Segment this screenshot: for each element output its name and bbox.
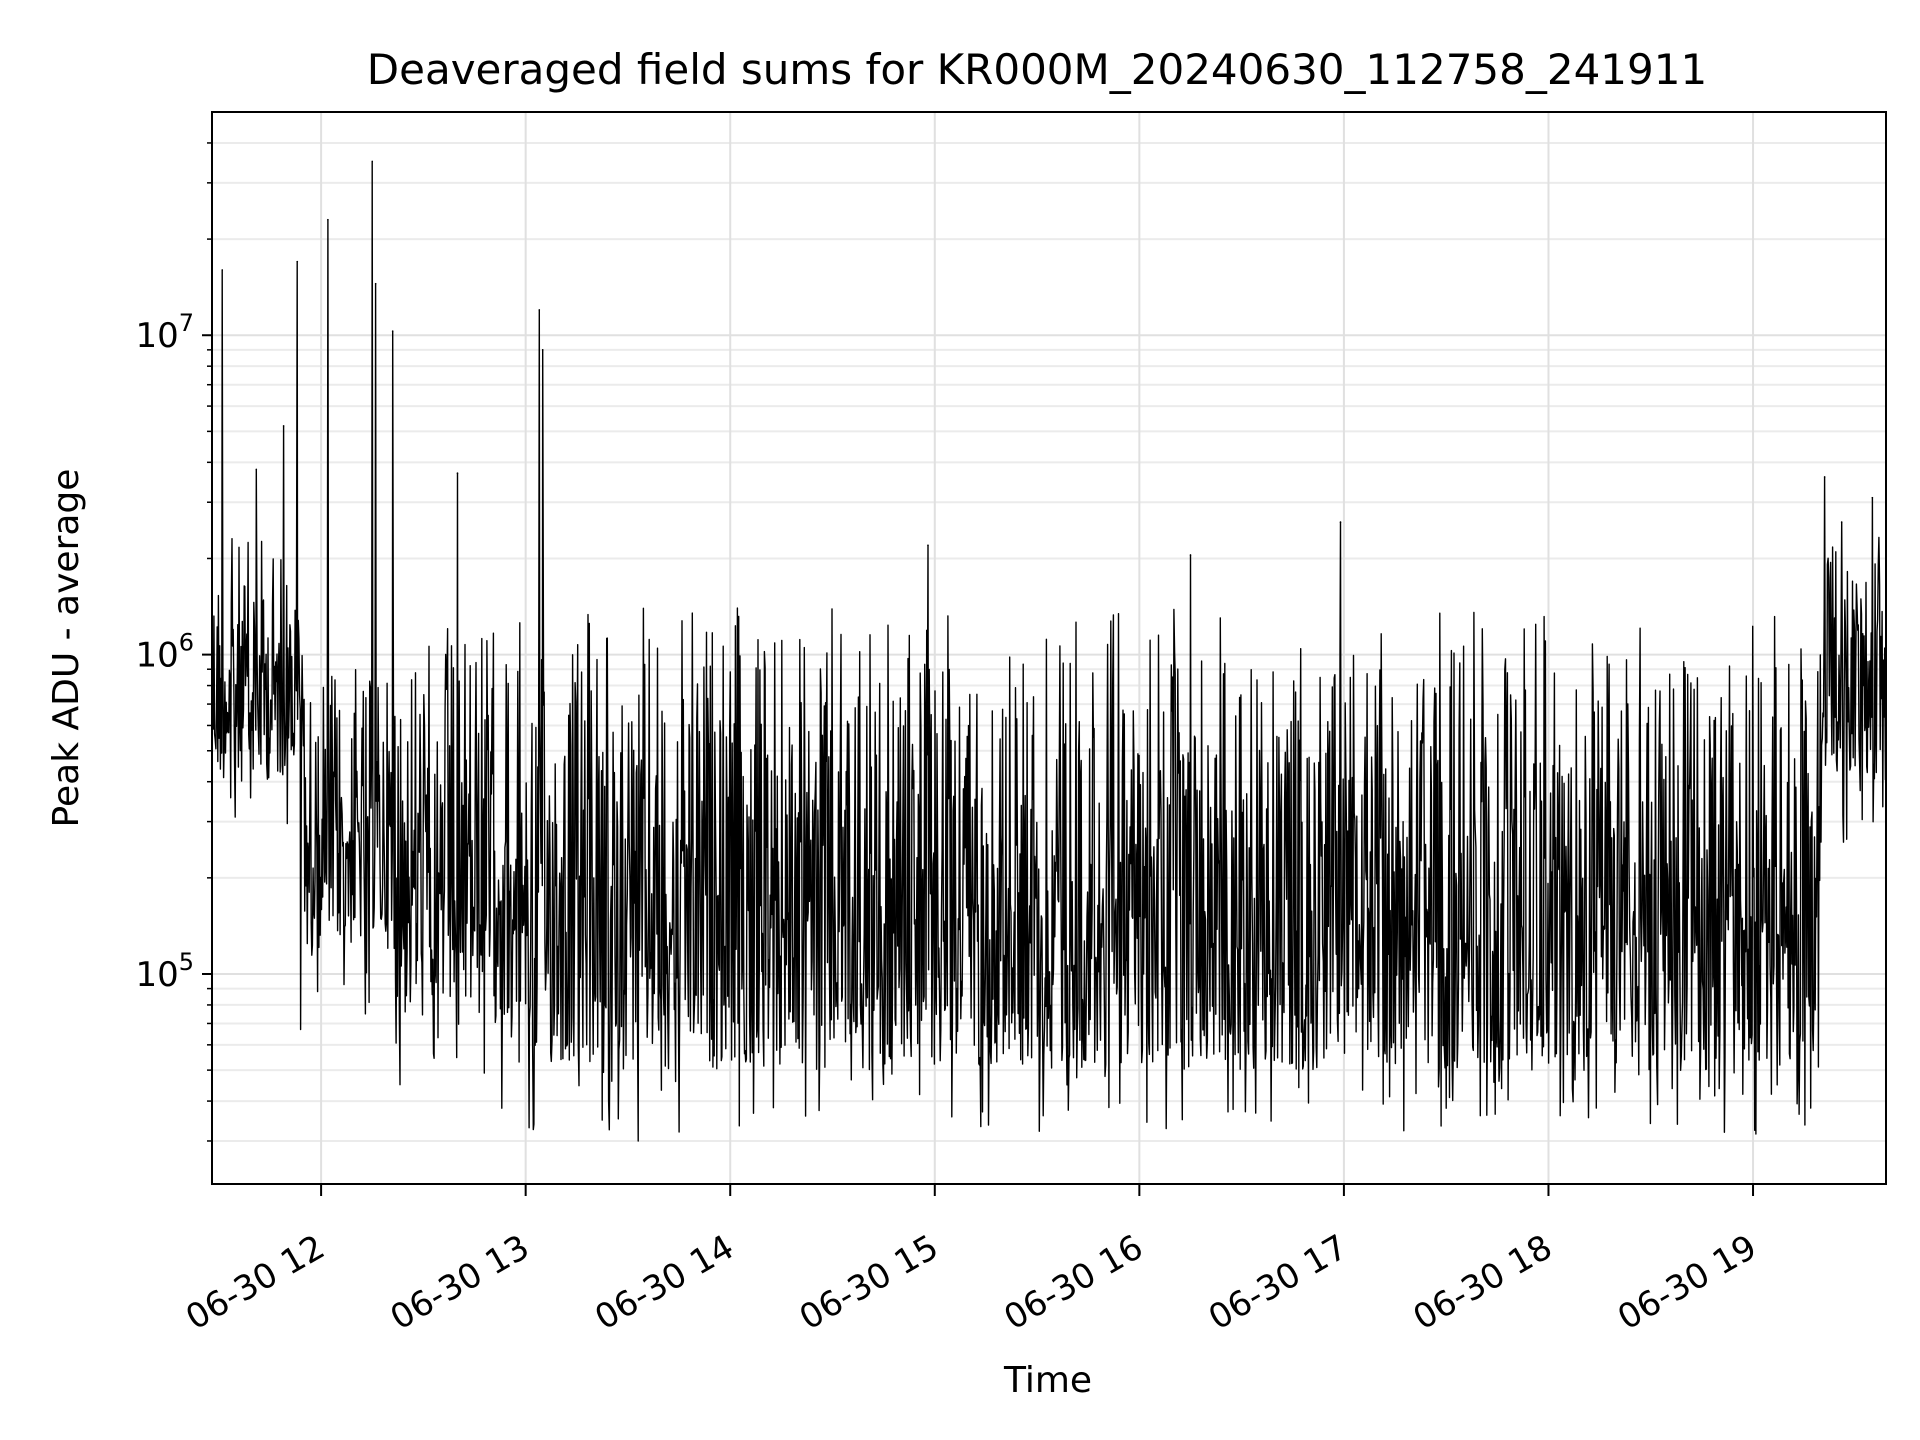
y-tick-label: 106 xyxy=(135,629,194,676)
x-tick-label: 06-30 16 xyxy=(997,1227,1149,1338)
peak-point xyxy=(1871,496,1874,499)
x-tick-label: 06-30 17 xyxy=(1202,1227,1354,1338)
x-axis-ticks: 06-30 12 06-30 13 06-30 14 06-30 15 06-30 16… xyxy=(179,1184,1764,1338)
peak-point xyxy=(255,468,258,471)
x-axis-label: Time xyxy=(1003,1360,1092,1401)
x-tick-label: 06-30 13 xyxy=(384,1227,536,1338)
peak-point xyxy=(1823,476,1826,478)
y-axis-label: Peak ADU - average xyxy=(46,469,87,828)
x-tick-label: 06-30 15 xyxy=(793,1227,945,1338)
peak-point xyxy=(282,425,285,427)
y-tick-label: 107 xyxy=(135,309,194,356)
peak-point xyxy=(927,544,929,547)
peak-point xyxy=(538,309,541,311)
peak-point xyxy=(374,282,377,285)
x-tick-label: 06-30 18 xyxy=(1407,1227,1559,1338)
y-axis-ticks: 105 106 107 xyxy=(135,309,212,995)
peak-point xyxy=(456,472,459,474)
plot-frame xyxy=(211,111,1887,1185)
series-group xyxy=(211,160,1887,1142)
peak-point xyxy=(221,269,224,271)
peak-point xyxy=(1339,521,1342,523)
grid-major xyxy=(212,112,1886,1184)
peak-point xyxy=(371,160,374,163)
peak-point xyxy=(327,218,329,221)
peak-point xyxy=(296,260,299,263)
peak-point xyxy=(541,349,544,351)
peak-point xyxy=(1840,521,1843,523)
y-tick-label: 105 xyxy=(135,948,194,995)
peak-point xyxy=(1189,554,1192,556)
peak-point xyxy=(391,330,394,332)
x-tick-label: 06-30 19 xyxy=(1611,1227,1763,1338)
series-line xyxy=(211,160,1887,1142)
chart-title: Deaveraged field sums for KR000M_2024063… xyxy=(367,45,1707,94)
x-tick-label: 06-30 12 xyxy=(179,1227,331,1338)
x-tick-label: 06-30 14 xyxy=(588,1227,740,1338)
